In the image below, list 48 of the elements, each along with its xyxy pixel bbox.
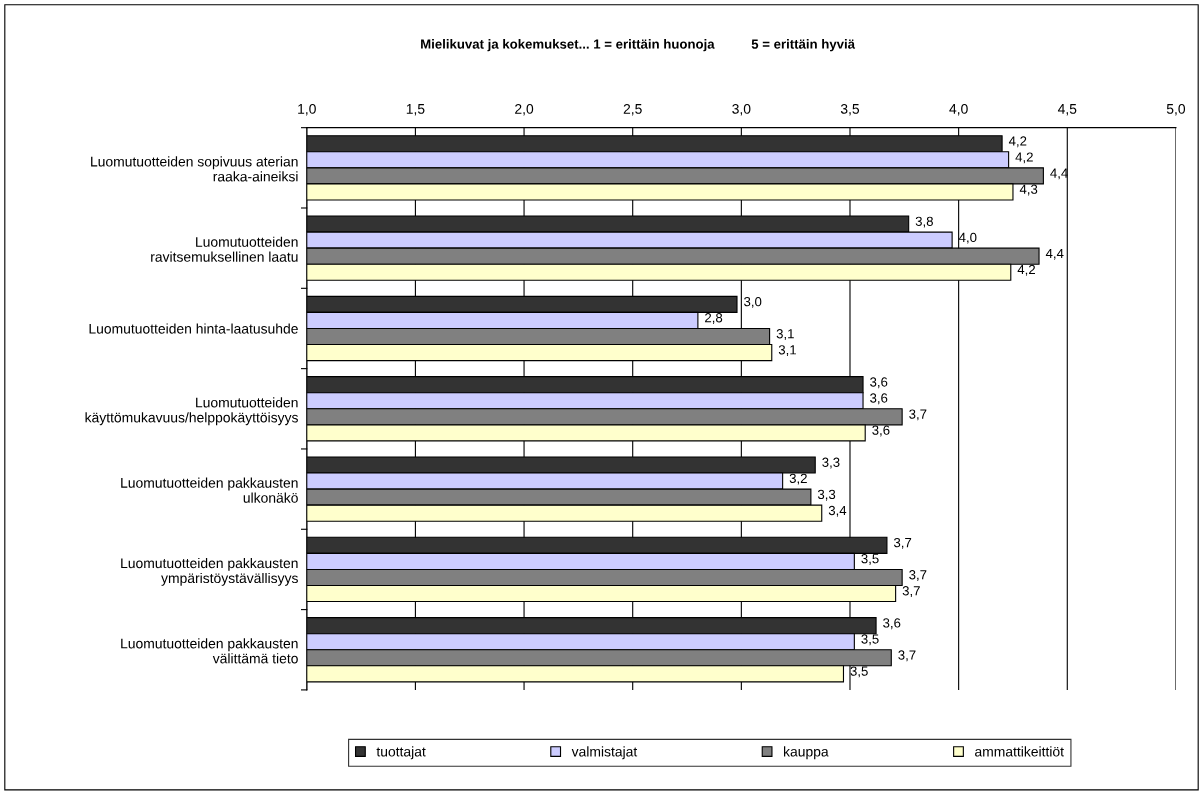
data-label: 3,6 [870, 393, 888, 405]
x-tick-label: 2,0 [515, 103, 534, 116]
data-label: 4,0 [958, 232, 977, 244]
data-label: 3,8 [915, 216, 933, 228]
data-label: 3,6 [872, 425, 890, 437]
data-label: 2,8 [705, 313, 723, 324]
x-tick-label: 3,0 [732, 103, 751, 116]
data-label: 3,5 [850, 666, 868, 678]
chart-title: Mielikuvat ja kokemukset... 1 = erittäin huonoja 5 = erittäin hyviä [421, 39, 856, 52]
data-label: 3,7 [893, 537, 912, 549]
x-tick-label: 4,5 [1057, 104, 1077, 116]
data-label: 3,7 [909, 409, 927, 421]
data-label: 3,6 [870, 377, 888, 389]
y-tick-label: Luomutuotteiden pakkausten ympäristöystävällisyys [121, 557, 298, 586]
data-label: 3,7 [909, 570, 927, 581]
data-label: 3,6 [883, 618, 901, 630]
data-label: 3,3 [817, 489, 836, 501]
y-tick-label: Luomutuotteiden hinta-laatusuhde [89, 323, 298, 334]
data-label: 4,2 [1015, 152, 1033, 164]
legend-label: valmistajat [571, 746, 638, 760]
legend-label: tuottajat [376, 746, 426, 760]
data-label: 3,5 [861, 634, 879, 646]
data-label: 4,2 [1017, 264, 1035, 276]
data-label: 3,1 [778, 345, 796, 357]
data-label: 3,4 [828, 505, 847, 517]
x-tick-label: 1,5 [406, 104, 425, 116]
legend-label: ammattikeittiöt [975, 746, 1064, 757]
x-tick-label: 1,0 [298, 103, 316, 116]
data-label: 4,4 [1045, 248, 1064, 260]
y-tick-label: Luomutuotteiden ravitsemuksellinen laatu [151, 236, 298, 262]
data-label: 3,5 [861, 553, 879, 565]
data-label: 3,7 [902, 586, 920, 598]
data-label: 4,3 [1019, 184, 1038, 196]
y-tick-label: Luomutuotteiden pakkausten ulkonäkö [121, 477, 298, 503]
data-label: 3,0 [744, 296, 762, 308]
data-label: 3,7 [898, 650, 916, 662]
x-tick-label: 5,0 [1166, 103, 1186, 116]
x-tick-label: 2,5 [623, 103, 642, 116]
data-label: 3,3 [822, 457, 840, 469]
data-label: 3,1 [776, 329, 794, 340]
legend-label: kauppa [784, 746, 829, 760]
x-tick-label: 3,5 [840, 103, 860, 116]
data-label: 3,2 [789, 473, 807, 485]
data-label: 4,2 [1008, 136, 1027, 148]
y-tick-label: Luomutuotteiden käyttömukavuus/helppokäyttöisyys [85, 397, 298, 426]
y-tick-label: Luomutuotteiden sopivuus aterian raaka-aineiksi [91, 156, 298, 182]
x-tick-label: 4,0 [949, 103, 968, 116]
y-tick-label: Luomutuotteiden pakkausten välittämä tieto [121, 638, 298, 664]
